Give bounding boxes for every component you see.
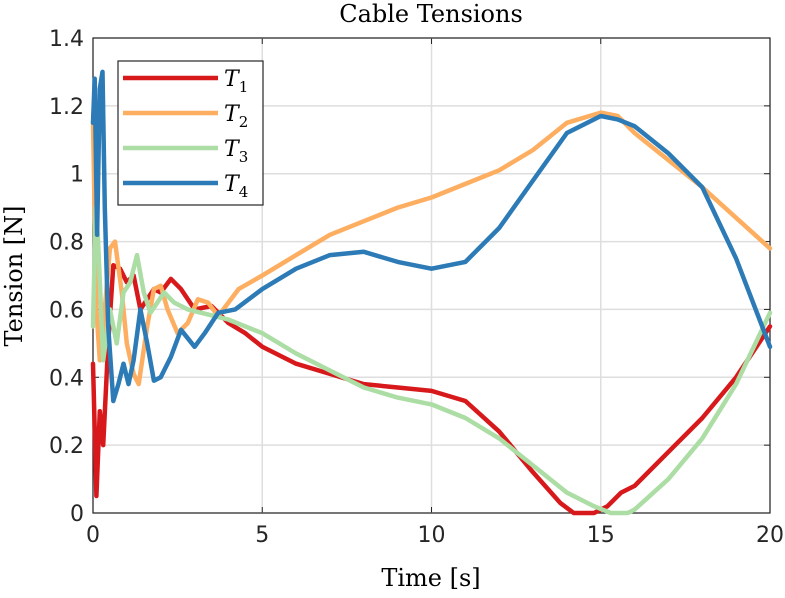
series-lines bbox=[90, 69, 773, 516]
y-tick-label: 0.2 bbox=[49, 434, 84, 459]
x-tick-label: 0 bbox=[86, 523, 100, 548]
chart-title: Cable Tensions bbox=[339, 0, 523, 28]
x-axis-title: Time [s] bbox=[381, 564, 480, 592]
series-line-t1 bbox=[90, 263, 773, 516]
series-line-t4 bbox=[90, 69, 773, 404]
y-tick-label: 1.2 bbox=[49, 95, 84, 120]
series-line-t3 bbox=[90, 205, 773, 516]
y-tick-label: 1.4 bbox=[49, 27, 84, 52]
y-axis-title: Tension [N] bbox=[0, 205, 28, 346]
y-tick-label: 0.8 bbox=[49, 231, 84, 256]
tick-labels: 0 5 10 15 20 0 0.2 0.4 0.6 0.8 1 1.2 1.4 bbox=[49, 27, 784, 548]
y-tick-label: 1 bbox=[70, 163, 84, 188]
x-tick-label: 10 bbox=[418, 523, 446, 548]
y-tick-label: 0.4 bbox=[49, 366, 84, 391]
x-tick-label: 20 bbox=[756, 523, 784, 548]
x-tick-label: 5 bbox=[255, 523, 269, 548]
y-tick-label: 0 bbox=[70, 502, 84, 527]
x-tick-label: 15 bbox=[587, 523, 615, 548]
legend-label-t1: T1 bbox=[224, 67, 248, 96]
y-tick-label: 0.6 bbox=[49, 298, 84, 323]
